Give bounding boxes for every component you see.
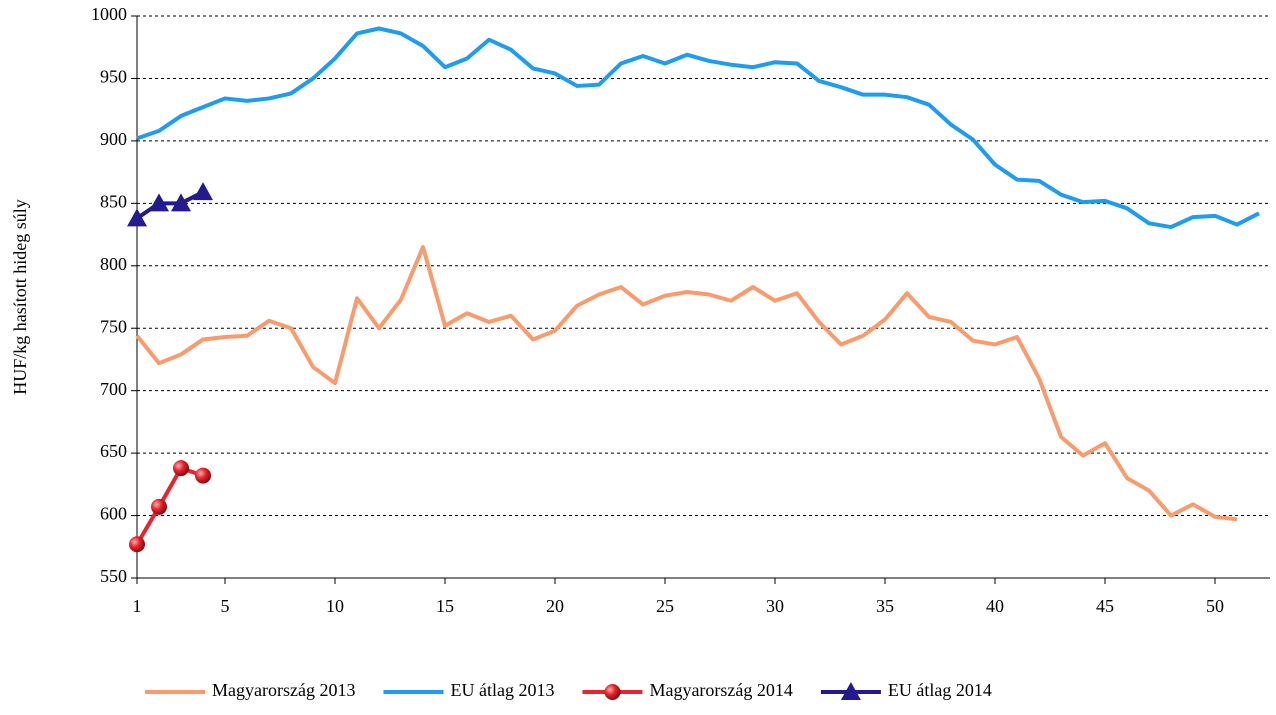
x-tick-label: 10 [326,596,344,616]
y-tick-label: 1000 [91,4,127,24]
y-tick-label: 800 [100,254,127,274]
y-tick-label: 750 [100,316,127,336]
y-tick-label: 950 [100,67,127,87]
legend-marker [840,682,861,700]
data-point [127,208,147,227]
legend-marker [604,684,621,700]
data-point [193,182,213,201]
y-tick-label: 550 [100,566,127,586]
legend-label: Magyarország 2014 [649,680,792,700]
legend-label: Magyarország 2013 [212,680,355,700]
x-tick-label: 15 [436,596,454,616]
y-tick-label: 700 [100,379,127,399]
y-tick-label: 650 [100,441,127,461]
series-line [135,466,204,546]
data-point [149,193,169,212]
data-point [129,536,145,553]
x-tick-label: 5 [221,596,230,616]
legend-label: EU átlag 2013 [450,680,554,700]
x-tick-label: 45 [1096,596,1114,616]
x-tick-label: 40 [986,596,1004,616]
y-tick-label: 850 [100,191,127,211]
y-axis-label: HUF/kg hasított hideg súly [10,199,30,395]
x-tick-label: 20 [546,596,564,616]
data-point [171,193,191,212]
series-line [135,190,204,220]
data-point [173,460,189,477]
x-tick-label: 25 [656,596,674,616]
y-tick-label: 900 [100,129,127,149]
data-point [151,498,167,515]
x-tick-label: 30 [766,596,784,616]
x-tick-label: 50 [1206,596,1224,616]
legend-label: EU átlag 2014 [888,680,992,700]
series-line [136,26,1260,230]
data-point [195,467,211,484]
x-tick-label: 1 [133,596,142,616]
x-tick-label: 35 [876,596,894,616]
series-line [135,245,1238,522]
y-tick-label: 600 [100,504,127,524]
